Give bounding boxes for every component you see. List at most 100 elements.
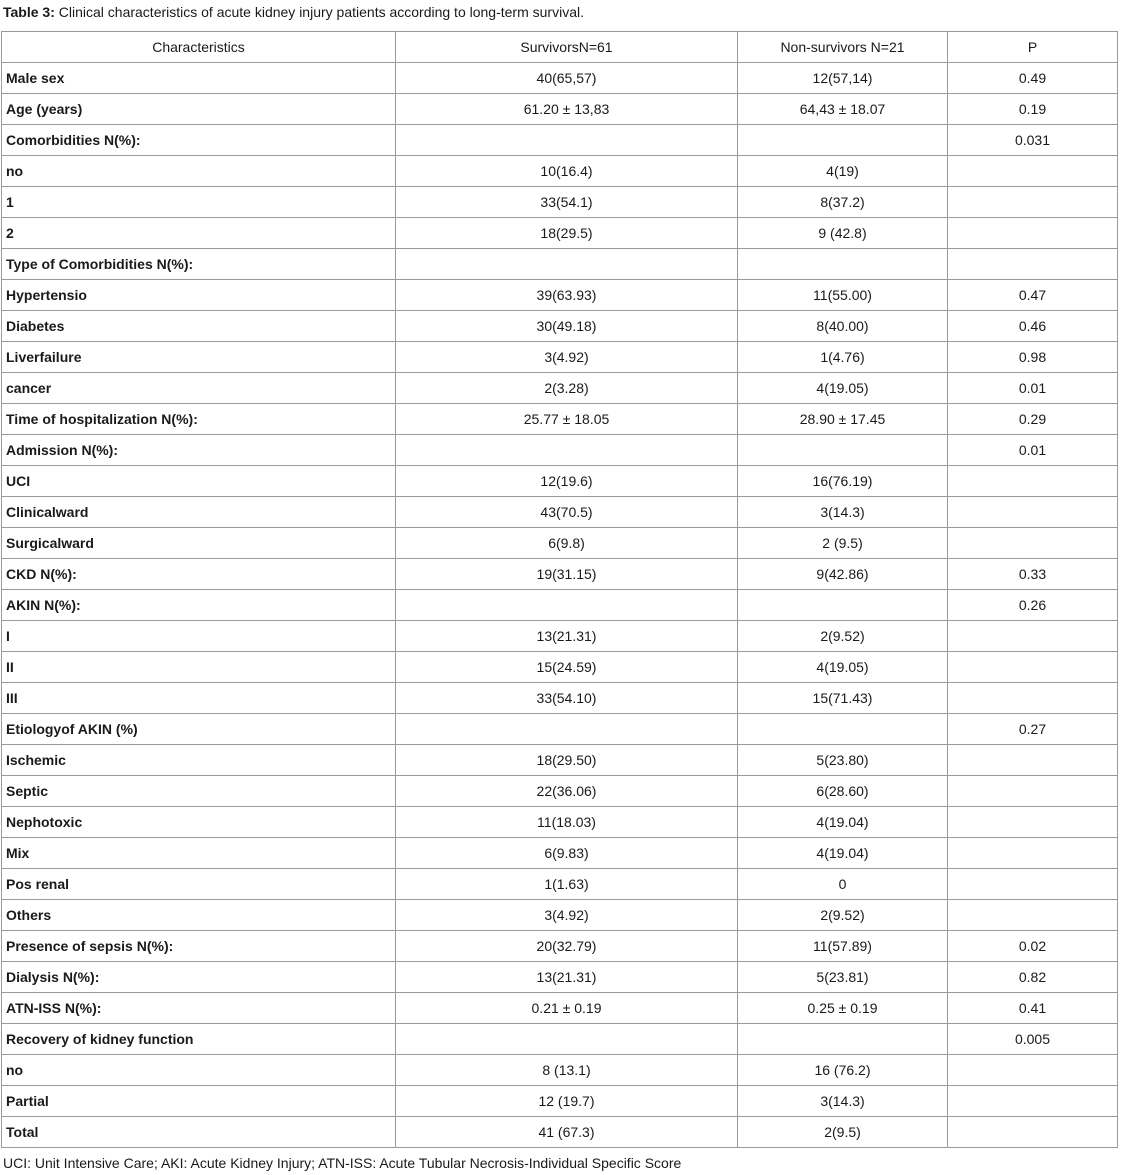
row-non-survivors-value: 3(14.3) bbox=[737, 1085, 948, 1117]
row-characteristic: Pos renal bbox=[1, 868, 396, 900]
table-caption-text: Clinical characteristics of acute kidney… bbox=[54, 4, 584, 20]
row-non-survivors-value: 15(71.43) bbox=[737, 682, 948, 714]
row-characteristic: ATN-ISS N(%): bbox=[1, 992, 396, 1024]
row-non-survivors-value bbox=[737, 124, 948, 156]
row-survivors-value: 13(21.31) bbox=[395, 620, 738, 652]
row-p-value bbox=[947, 651, 1118, 683]
row-characteristic: Liverfailure bbox=[1, 341, 396, 373]
row-non-survivors-value: 4(19.04) bbox=[737, 837, 948, 869]
row-survivors-value: 15(24.59) bbox=[395, 651, 738, 683]
row-non-survivors-value: 12(57,14) bbox=[737, 62, 948, 94]
row-p-value bbox=[947, 806, 1118, 838]
row-p-value: 0.47 bbox=[947, 279, 1118, 311]
header-p-value: P bbox=[947, 31, 1118, 63]
table-row: Mix 6(9.83) 4(19.04) bbox=[1, 837, 1118, 869]
row-non-survivors-value: 4(19) bbox=[737, 155, 948, 187]
row-p-value bbox=[947, 682, 1118, 714]
table-row: AKIN N(%): 0.26 bbox=[1, 589, 1118, 621]
row-p-value: 0.29 bbox=[947, 403, 1118, 435]
row-p-value bbox=[947, 186, 1118, 218]
table-row: Surgicalward 6(9.8) 2 (9.5) bbox=[1, 527, 1118, 559]
row-non-survivors-value: 4(19.04) bbox=[737, 806, 948, 838]
row-characteristic: Comorbidities N(%): bbox=[1, 124, 396, 156]
row-non-survivors-value: 3(14.3) bbox=[737, 496, 948, 528]
row-characteristic: no bbox=[1, 1054, 396, 1086]
table-caption: Table 3: Clinical characteristics of acu… bbox=[3, 3, 584, 21]
row-p-value: 0.005 bbox=[947, 1023, 1118, 1055]
row-characteristic: II bbox=[1, 651, 396, 683]
row-p-value: 0.031 bbox=[947, 124, 1118, 156]
table-row: Partial 12 (19.7) 3(14.3) bbox=[1, 1085, 1118, 1117]
row-survivors-value: 25.77 ± 18.05 bbox=[395, 403, 738, 435]
row-survivors-value bbox=[395, 713, 738, 745]
row-characteristic: III bbox=[1, 682, 396, 714]
row-characteristic: Surgicalward bbox=[1, 527, 396, 559]
row-characteristic: Time of hospitalization N(%): bbox=[1, 403, 396, 435]
row-non-survivors-value: 8(37.2) bbox=[737, 186, 948, 218]
row-non-survivors-value: 2(9.5) bbox=[737, 1116, 948, 1148]
table-row: Septic 22(36.06) 6(28.60) bbox=[1, 775, 1118, 807]
row-survivors-value: 41 (67.3) bbox=[395, 1116, 738, 1148]
table-row: I 13(21.31) 2(9.52) bbox=[1, 620, 1118, 652]
row-characteristic: CKD N(%): bbox=[1, 558, 396, 590]
clinical-characteristics-table: Characteristics SurvivorsN=61 Non-surviv… bbox=[1, 31, 1118, 1148]
table-row: Pos renal 1(1.63) 0 bbox=[1, 868, 1118, 900]
row-p-value bbox=[947, 217, 1118, 249]
row-survivors-value: 1(1.63) bbox=[395, 868, 738, 900]
row-characteristic: Dialysis N(%): bbox=[1, 961, 396, 993]
row-characteristic: I bbox=[1, 620, 396, 652]
row-survivors-value: 6(9.83) bbox=[395, 837, 738, 869]
table-row: Dialysis N(%): 13(21.31) 5(23.81) 0.82 bbox=[1, 961, 1118, 993]
row-survivors-value: 33(54.10) bbox=[395, 682, 738, 714]
row-characteristic: cancer bbox=[1, 372, 396, 404]
row-characteristic: Others bbox=[1, 899, 396, 931]
row-p-value: 0.82 bbox=[947, 961, 1118, 993]
table-caption-label: Table 3: bbox=[3, 4, 55, 20]
row-non-survivors-value bbox=[737, 713, 948, 745]
table-row: Recovery of kidney function 0.005 bbox=[1, 1023, 1118, 1055]
header-survivors: SurvivorsN=61 bbox=[395, 31, 738, 63]
row-characteristic: Presence of sepsis N(%): bbox=[1, 930, 396, 962]
row-survivors-value: 18(29.50) bbox=[395, 744, 738, 776]
row-p-value: 0.41 bbox=[947, 992, 1118, 1024]
table-row: Ischemic 18(29.50) 5(23.80) bbox=[1, 744, 1118, 776]
row-survivors-value: 22(36.06) bbox=[395, 775, 738, 807]
row-non-survivors-value: 11(57.89) bbox=[737, 930, 948, 962]
row-p-value bbox=[947, 155, 1118, 187]
row-survivors-value: 30(49.18) bbox=[395, 310, 738, 342]
row-survivors-value: 11(18.03) bbox=[395, 806, 738, 838]
row-characteristic: Age (years) bbox=[1, 93, 396, 125]
table-row: ATN-ISS N(%): 0.21 ± 0.19 0.25 ± 0.19 0.41 bbox=[1, 992, 1118, 1024]
row-survivors-value bbox=[395, 248, 738, 280]
table-row: Male sex 40(65,57) 12(57,14) 0.49 bbox=[1, 62, 1118, 94]
row-characteristic: Ischemic bbox=[1, 744, 396, 776]
row-non-survivors-value: 0 bbox=[737, 868, 948, 900]
table-row: Clinicalward 43(70.5) 3(14.3) bbox=[1, 496, 1118, 528]
row-survivors-value: 0.21 ± 0.19 bbox=[395, 992, 738, 1024]
row-non-survivors-value: 16(76.19) bbox=[737, 465, 948, 497]
table-row: Liverfailure 3(4.92) 1(4.76) 0.98 bbox=[1, 341, 1118, 373]
table-row: Others 3(4.92) 2(9.52) bbox=[1, 899, 1118, 931]
table-row: Time of hospitalization N(%): 25.77 ± 18.… bbox=[1, 403, 1118, 435]
row-survivors-value bbox=[395, 124, 738, 156]
row-non-survivors-value bbox=[737, 248, 948, 280]
row-p-value bbox=[947, 775, 1118, 807]
table-row: Presence of sepsis N(%): 20(32.79) 11(57.8… bbox=[1, 930, 1118, 962]
row-non-survivors-value bbox=[737, 434, 948, 466]
table-row: cancer 2(3.28) 4(19.05) 0.01 bbox=[1, 372, 1118, 404]
row-survivors-value: 8 (13.1) bbox=[395, 1054, 738, 1086]
row-characteristic: no bbox=[1, 155, 396, 187]
row-p-value bbox=[947, 1054, 1118, 1086]
row-non-survivors-value: 16 (76.2) bbox=[737, 1054, 948, 1086]
row-survivors-value: 61.20 ± 13,83 bbox=[395, 93, 738, 125]
row-survivors-value bbox=[395, 1023, 738, 1055]
row-p-value: 0.19 bbox=[947, 93, 1118, 125]
row-characteristic: Partial bbox=[1, 1085, 396, 1117]
row-survivors-value: 40(65,57) bbox=[395, 62, 738, 94]
row-p-value: 0.49 bbox=[947, 62, 1118, 94]
row-characteristic: Type of Comorbidities N(%): bbox=[1, 248, 396, 280]
row-p-value: 0.02 bbox=[947, 930, 1118, 962]
row-non-survivors-value bbox=[737, 1023, 948, 1055]
row-survivors-value bbox=[395, 434, 738, 466]
table-row: II 15(24.59) 4(19.05) bbox=[1, 651, 1118, 683]
